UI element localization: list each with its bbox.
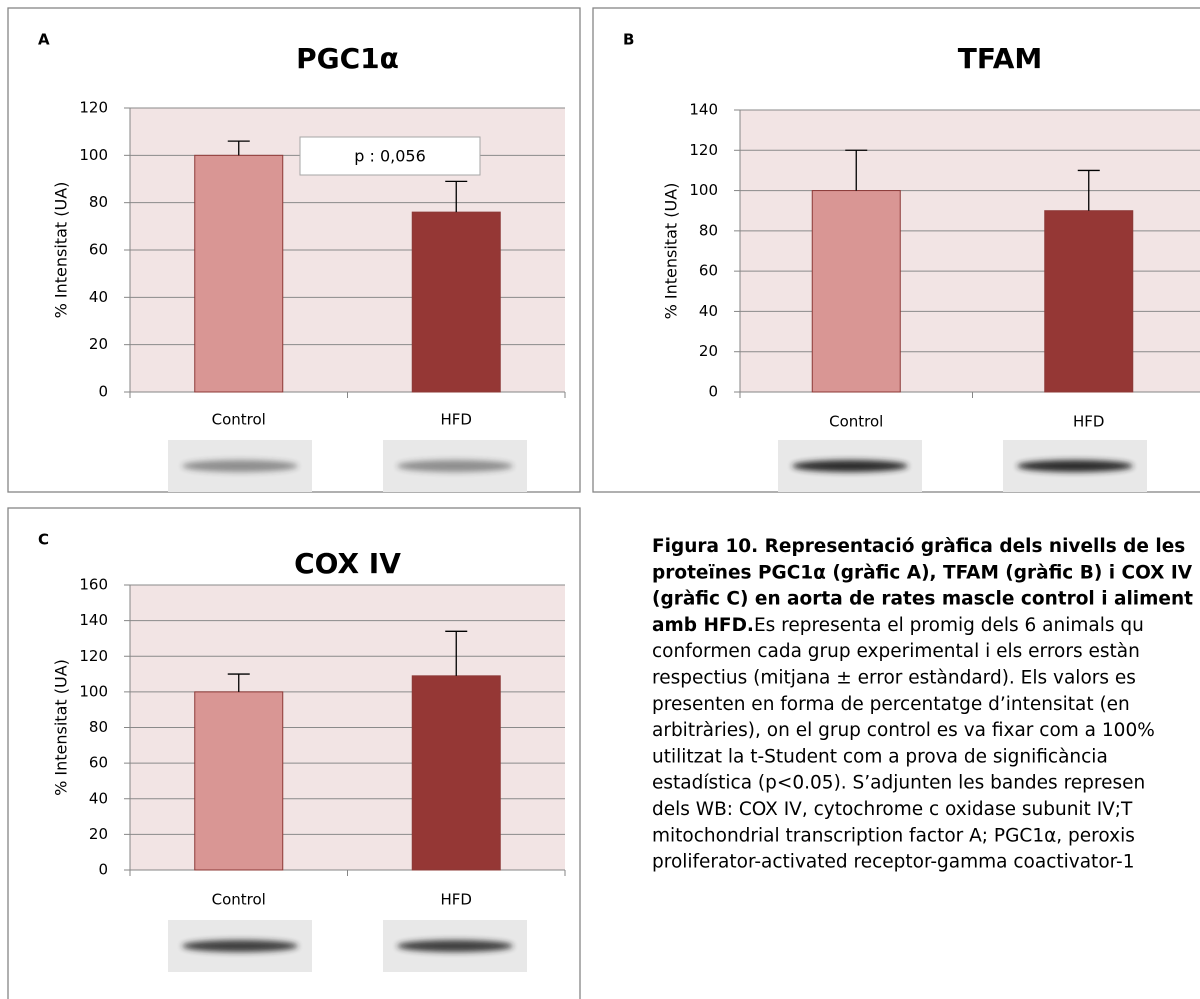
y-tick-label: 60 bbox=[89, 241, 108, 259]
y-tick-label: 40 bbox=[89, 288, 108, 306]
y-tick-label: 140 bbox=[689, 101, 718, 119]
bar bbox=[812, 191, 900, 392]
caption-text: proliferator-activated receptor-gamma co… bbox=[652, 852, 1135, 873]
bar bbox=[195, 692, 283, 870]
caption-heading: Figura 10. Representació gràfica dels ni… bbox=[652, 536, 1185, 557]
caption-text: Es representa el promig dels 6 animals q… bbox=[754, 615, 1144, 636]
caption-text: mitochondrial transcription factor A; PG… bbox=[652, 825, 1135, 846]
caption-text: utilitzat la t-Student com a prova de si… bbox=[652, 746, 1108, 767]
bar bbox=[195, 155, 283, 392]
panel-letter: B bbox=[623, 31, 634, 49]
caption-heading: (gràfic C) en aorta de rates mascle cont… bbox=[652, 589, 1193, 610]
x-tick-label: Control bbox=[829, 413, 883, 431]
y-axis-label: % Intensitat (UA) bbox=[662, 183, 681, 320]
y-tick-label: 0 bbox=[98, 383, 108, 401]
y-tick-label: 20 bbox=[89, 825, 108, 843]
caption-text: conformen cada grup experimental i els e… bbox=[652, 641, 1140, 662]
y-tick-label: 40 bbox=[699, 302, 718, 320]
x-tick-label: HFD bbox=[441, 891, 472, 909]
y-axis-label: % Intensitat (UA) bbox=[52, 182, 71, 319]
chart-title: COX IV bbox=[294, 547, 401, 580]
bar bbox=[412, 676, 500, 870]
chart-title: PGC1α bbox=[296, 42, 399, 75]
caption-text: dels WB: COX IV, cytochrome c oxidase su… bbox=[652, 799, 1133, 820]
blot-band bbox=[182, 940, 298, 952]
caption-heading: amb HFD. bbox=[652, 615, 754, 636]
caption-text: estadística (p<0.05). S’adjunten les ban… bbox=[652, 773, 1145, 794]
y-tick-label: 60 bbox=[89, 754, 108, 772]
bar bbox=[1045, 211, 1133, 392]
y-tick-label: 80 bbox=[89, 193, 108, 211]
y-tick-label: 20 bbox=[89, 335, 108, 353]
caption-text: respectius (mitjana ± error estàndard). … bbox=[652, 668, 1136, 689]
panel-letter: A bbox=[38, 31, 50, 49]
blot-band bbox=[1017, 460, 1133, 472]
y-tick-label: 0 bbox=[708, 383, 718, 401]
caption-text: arbitràries), on el grup control es va f… bbox=[652, 720, 1155, 741]
page: {"chart_data": [ {"type": "bar", "panel"… bbox=[0, 0, 1200, 999]
y-tick-label: 100 bbox=[79, 682, 108, 700]
caption-text: presenten en forma de percentatge d’inte… bbox=[652, 694, 1130, 715]
y-tick-label: 80 bbox=[699, 221, 718, 239]
chart-title: TFAM bbox=[958, 42, 1043, 75]
bar bbox=[412, 212, 500, 392]
x-tick-label: HFD bbox=[1073, 413, 1104, 431]
y-tick-label: 160 bbox=[79, 576, 108, 594]
x-tick-label: HFD bbox=[441, 411, 472, 429]
caption-heading: proteïnes PGC1α (gràfic A), TFAM (gràfic… bbox=[652, 562, 1193, 583]
y-tick-label: 140 bbox=[79, 611, 108, 629]
y-tick-label: 120 bbox=[689, 141, 718, 159]
y-tick-label: 80 bbox=[89, 718, 108, 736]
blot-band bbox=[792, 460, 908, 472]
figure: A PGC1α 0 20 40 60 80 100 120 % Intensitat (UA) Co… bbox=[0, 0, 1200, 999]
y-tick-label: 100 bbox=[79, 146, 108, 164]
blot-band bbox=[182, 460, 298, 472]
y-tick-label: 0 bbox=[98, 861, 108, 879]
x-tick-label: Control bbox=[212, 891, 266, 909]
y-tick-label: 40 bbox=[89, 789, 108, 807]
y-tick-label: 20 bbox=[699, 342, 718, 360]
y-tick-label: 60 bbox=[699, 262, 718, 280]
x-tick-label: Control bbox=[212, 411, 266, 429]
blot-band bbox=[397, 460, 513, 472]
y-tick-label: 100 bbox=[689, 181, 718, 199]
annotation: p : 0,056 bbox=[354, 147, 426, 166]
y-tick-label: 120 bbox=[79, 647, 108, 665]
blot-band bbox=[397, 940, 513, 952]
y-tick-label: 120 bbox=[79, 99, 108, 117]
y-axis-label: % Intensitat (UA) bbox=[52, 659, 71, 796]
panel-letter: C bbox=[38, 531, 49, 549]
